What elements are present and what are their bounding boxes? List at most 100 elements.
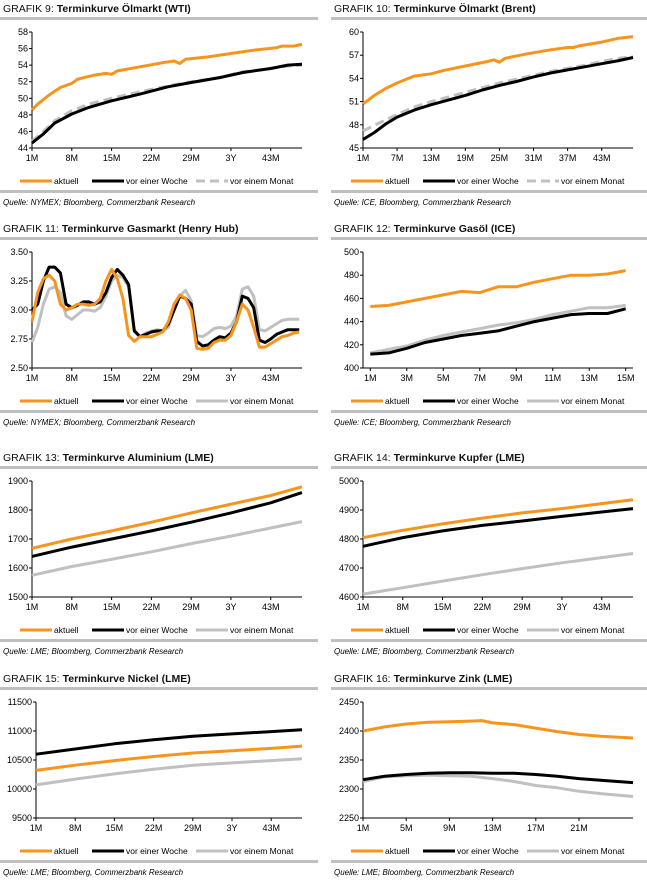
chart-panel: GRAFIK 10: Terminkurve Ölmarkt (Brent) 45 4…	[331, 0, 647, 212]
x-tick-label: 5M	[400, 823, 413, 833]
legend-label-aktuell: aktuell	[54, 176, 79, 186]
x-tick-label: 43M	[593, 602, 611, 612]
series-line-aktuell	[30, 42, 303, 111]
chart-svg: GRAFIK 13: Terminkurve Aluminium (LME) 150…	[0, 452, 318, 656]
bottom-rule	[0, 410, 318, 413]
x-tick-label: 8M	[66, 373, 79, 383]
legend-label-month: vor einem Monat	[230, 846, 294, 856]
y-tick-label: 500	[344, 247, 359, 257]
x-tick-label: 1M	[30, 823, 43, 833]
series-line-week	[370, 307, 627, 356]
chart-panel: GRAFIK 16: Terminkurve Zink (LME) 2250 2300…	[331, 670, 647, 882]
chart-number: GRAFIK 12:	[334, 223, 391, 235]
legend-label-aktuell: aktuell	[385, 396, 410, 406]
legend-label-week: vor einer Woche	[457, 176, 519, 186]
y-tick-label: 1900	[8, 476, 28, 486]
y-tick-label: 48	[349, 120, 359, 130]
x-tick-label: 22M	[145, 823, 163, 833]
chart-title-text: Terminkurve Ölmarkt (Brent)	[394, 2, 536, 15]
y-tick-label: 5000	[339, 476, 359, 486]
legend-label-aktuell: aktuell	[54, 396, 79, 406]
chart-title: GRAFIK 9: Terminkurve Ölmarkt (WTI)	[3, 2, 191, 15]
x-tick-label: 1M	[26, 153, 39, 163]
chart-panel: GRAFIK 11: Terminkurve Gasmarkt (Henry Hu…	[0, 220, 318, 432]
legend-label-month: vor einem Monat	[230, 625, 294, 635]
y-tick-label: 4600	[339, 592, 359, 602]
top-rule	[331, 687, 647, 690]
x-tick-label: 29M	[182, 602, 200, 612]
y-tick-label: 2350	[339, 755, 359, 765]
y-tick-label: 4900	[339, 505, 359, 515]
y-tick-label: 52	[18, 77, 28, 87]
chart-title-text: Terminkurve Zink (LME)	[394, 673, 513, 685]
chart-source: Quelle: LME; Bloomberg, Commerzbank Rese…	[334, 647, 515, 656]
chart-number: GRAFIK 9:	[3, 3, 54, 15]
series-line-month	[31, 63, 303, 143]
legend-label-week: vor einer Woche	[126, 846, 188, 856]
legend-label-aktuell: aktuell	[385, 625, 410, 635]
x-tick-label: 9M	[510, 373, 523, 383]
chart-title: GRAFIK 14: Terminkurve Kupfer (LME)	[334, 452, 525, 464]
legend-label-aktuell: aktuell	[385, 176, 410, 186]
series-line-week	[35, 728, 303, 756]
y-tick-label: 400	[344, 363, 359, 373]
bottom-rule	[0, 190, 318, 193]
chart-title-text: Terminkurve Aluminium (LME)	[63, 452, 214, 464]
series-line-week	[362, 771, 634, 785]
series-line-month	[362, 552, 634, 596]
series-line-month	[370, 303, 626, 355]
legend-label-month: vor einem Monat	[561, 396, 625, 406]
x-tick-label: 1M	[357, 602, 370, 612]
y-tick-label: 58	[18, 27, 28, 37]
y-tick-label: 2250	[339, 813, 359, 823]
x-tick-label: 17M	[527, 823, 545, 833]
legend-label-month: vor einem Monat	[230, 176, 294, 186]
chart-number: GRAFIK 13:	[3, 452, 60, 464]
chart-svg: GRAFIK 14: Terminkurve Kupfer (LME) 4600 47…	[331, 452, 647, 656]
legend-label-month: vor einem Monat	[561, 625, 625, 635]
series-line-week	[31, 491, 303, 558]
x-tick-label: 21M	[570, 823, 588, 833]
y-tick-label: 2300	[339, 784, 359, 794]
legend-label-week: vor einer Woche	[457, 625, 519, 635]
y-tick-label: 1700	[8, 534, 28, 544]
chart-panel: GRAFIK 15: Terminkurve Nickel (LME) 9500 10…	[0, 670, 318, 882]
x-tick-label: 15M	[106, 823, 124, 833]
x-tick-label: 3Y	[225, 373, 236, 383]
bottom-rule	[331, 190, 647, 193]
x-tick-label: 8M	[69, 823, 82, 833]
x-tick-label: 8M	[66, 602, 79, 612]
chart-number: GRAFIK 15:	[3, 673, 60, 685]
y-tick-label: 460	[344, 293, 359, 303]
chart-title-text: Terminkurve Gasmarkt (Henry Hub)	[62, 223, 239, 235]
y-tick-label: 2450	[339, 697, 359, 707]
x-tick-label: 22M	[143, 602, 161, 612]
x-tick-label: 29M	[513, 602, 531, 612]
x-tick-label: 15M	[434, 602, 452, 612]
x-tick-label: 15M	[103, 153, 121, 163]
chart-source: Quelle: NYMEX; Bloomberg, Commerzbank Re…	[3, 418, 196, 427]
x-tick-label: 11M	[544, 373, 561, 383]
legend-label-month: vor einem Monat	[561, 846, 625, 856]
chart-title: GRAFIK 15: Terminkurve Nickel (LME)	[3, 673, 191, 685]
chart-title: GRAFIK 16: Terminkurve Zink (LME)	[334, 673, 512, 685]
y-tick-label: 1600	[8, 563, 28, 573]
x-tick-label: 1M	[364, 373, 377, 383]
x-tick-label: 5M	[437, 373, 450, 383]
x-tick-label: 13M	[484, 823, 502, 833]
series-line-aktuell	[362, 719, 634, 740]
y-tick-label: 48	[18, 110, 28, 120]
x-tick-label: 43M	[262, 373, 280, 383]
y-tick-label: 45	[349, 143, 359, 153]
series-line-aktuell	[362, 35, 634, 106]
top-rule	[0, 237, 318, 240]
x-tick-label: 7M	[473, 373, 486, 383]
legend-label-aktuell: aktuell	[54, 625, 79, 635]
y-tick-label: 46	[18, 126, 28, 136]
chart-source: Quelle: ICE; Bloomberg, Commerzbank Rese…	[334, 418, 512, 427]
chart-title-text: Terminkurve Nickel (LME)	[63, 673, 191, 685]
x-tick-label: 15M	[103, 373, 121, 383]
series-line-week	[31, 62, 303, 145]
chart-panel: GRAFIK 14: Terminkurve Kupfer (LME) 4600 47…	[331, 449, 647, 661]
chart-svg: GRAFIK 9: Terminkurve Ölmarkt (WTI) 44 46 48…	[0, 2, 318, 207]
